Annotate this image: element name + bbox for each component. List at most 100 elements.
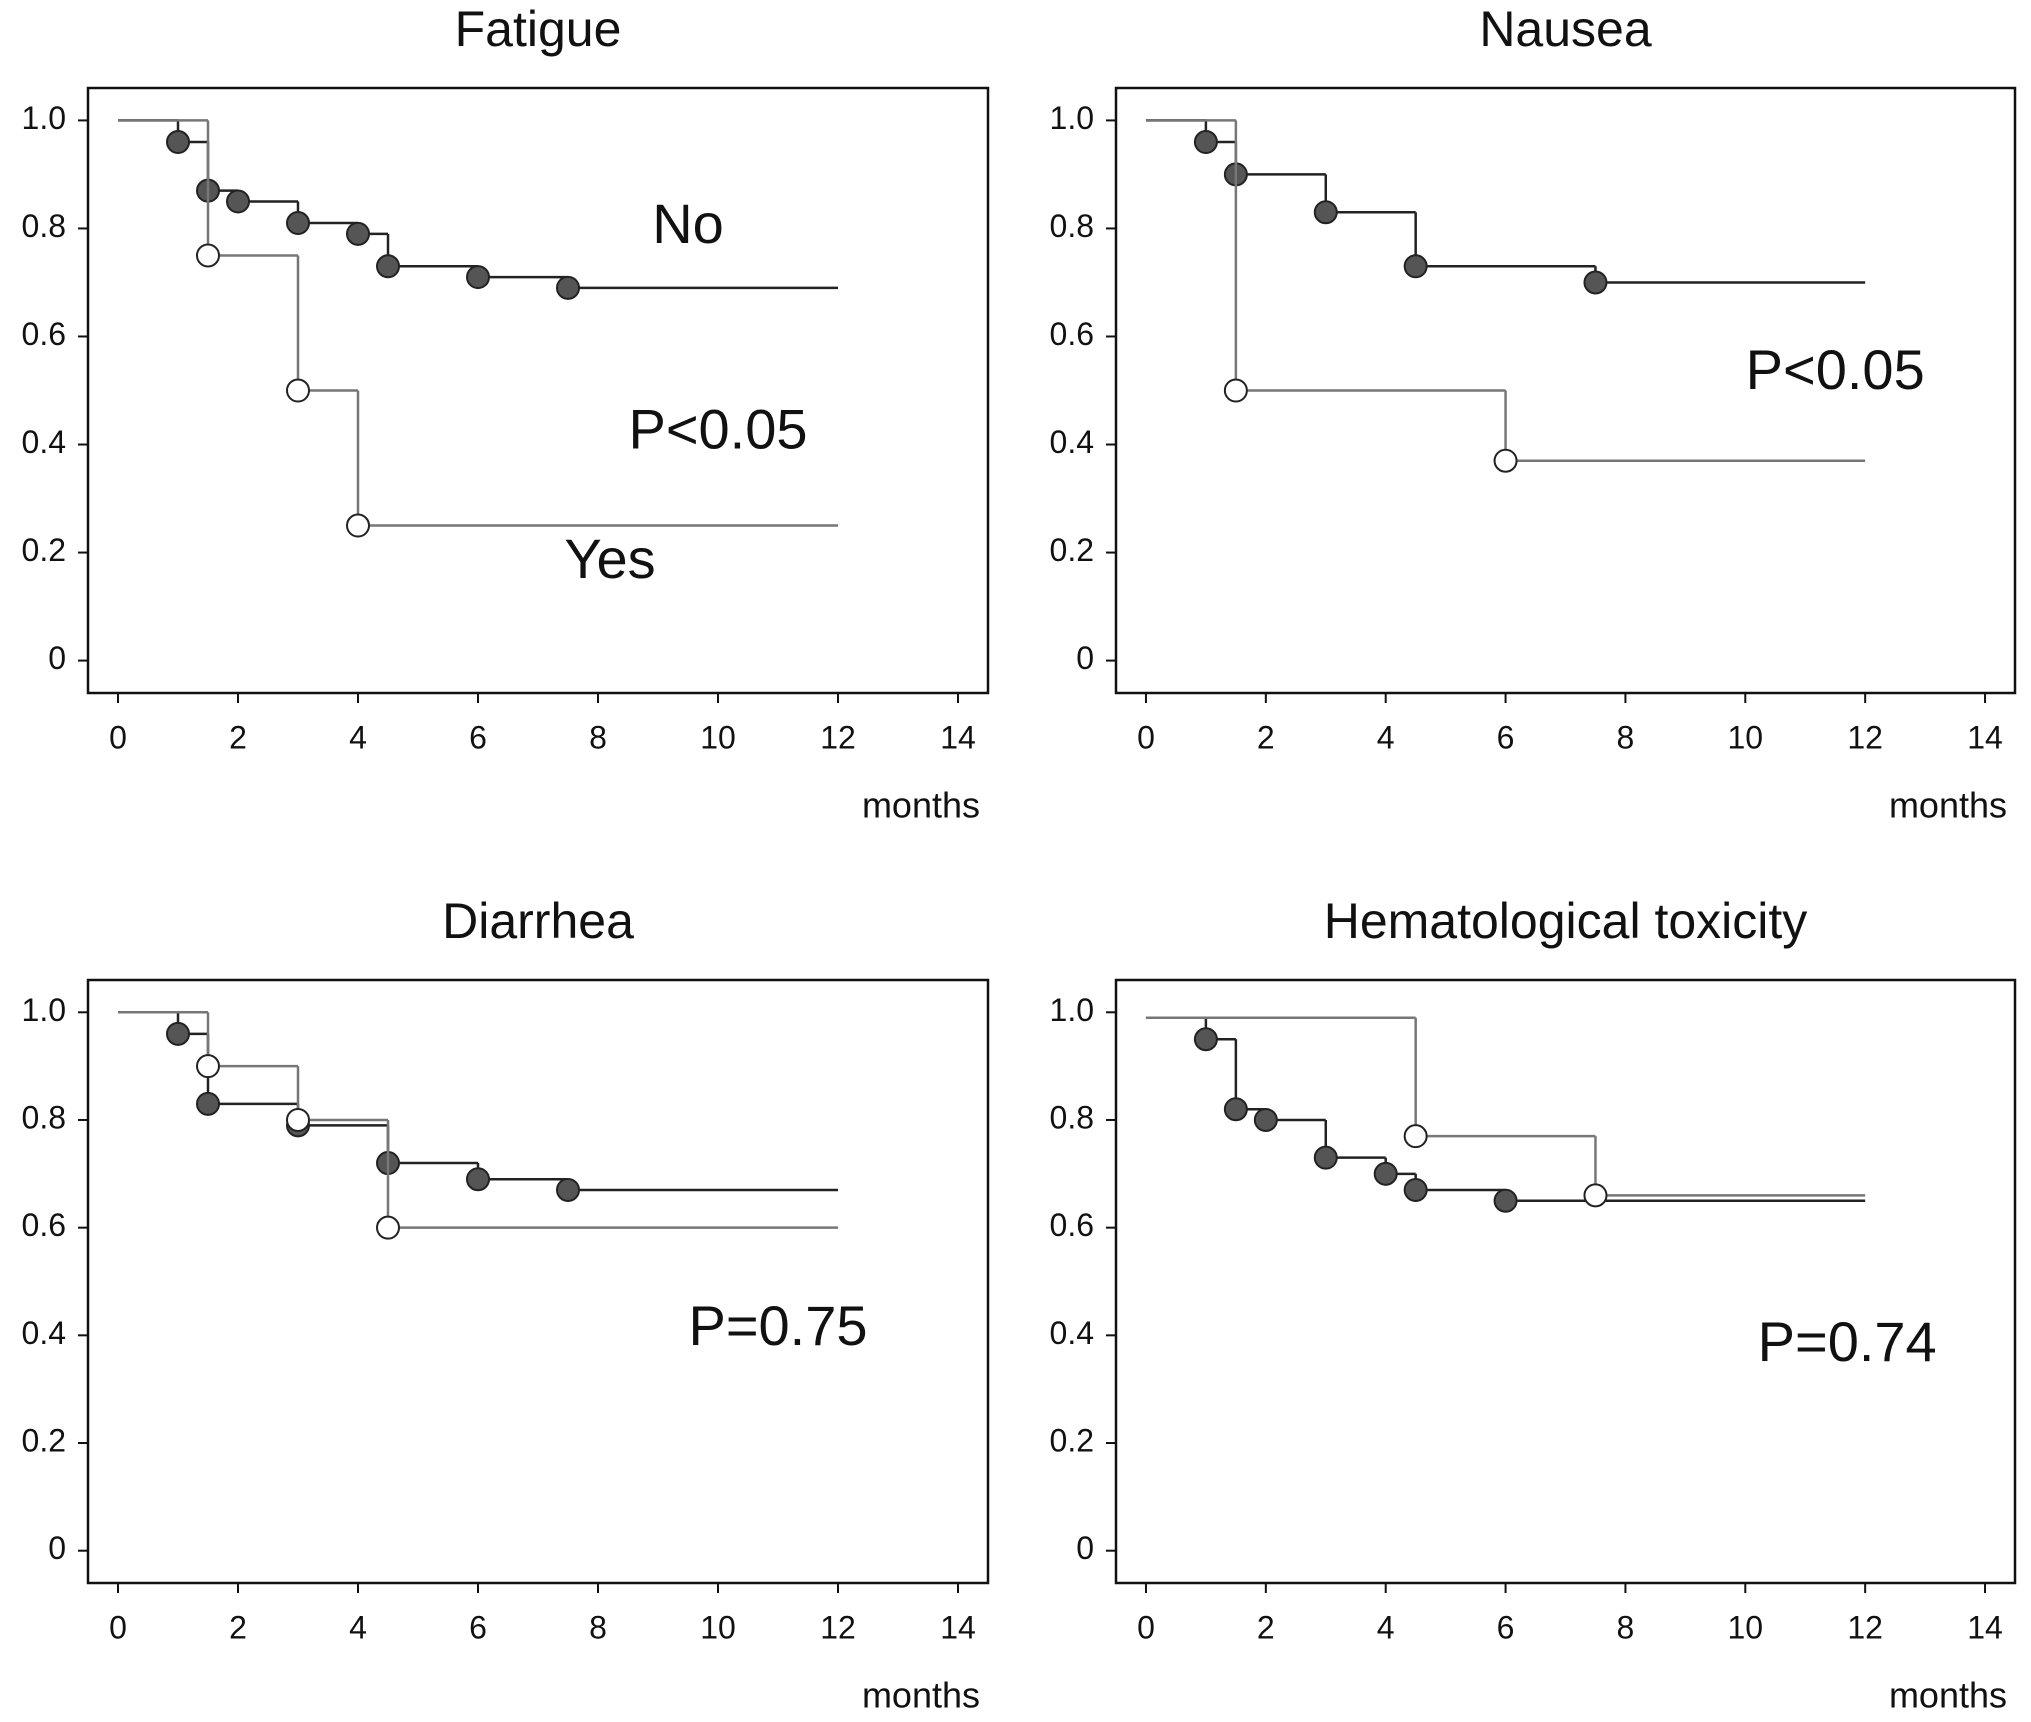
- y-tick-label: 1.0: [22, 100, 66, 136]
- event-marker: [1403, 1124, 1428, 1149]
- x-tick-label: 6: [469, 719, 487, 755]
- x-tick-label: 2: [1257, 719, 1275, 755]
- y-tick-label: 0.2: [22, 532, 66, 568]
- x-tick-label: 12: [820, 1609, 856, 1645]
- annotation: P<0.05: [1746, 338, 1925, 401]
- x-tick-label: 6: [469, 1609, 487, 1645]
- event-marker: [556, 1177, 580, 1202]
- plot-frame: [86, 86, 990, 695]
- x-tick-label: 12: [1847, 719, 1883, 755]
- x-tick-label: 12: [1847, 1609, 1883, 1645]
- event-marker: [196, 243, 220, 268]
- x-tick-label: 8: [589, 1609, 607, 1645]
- x-tick-label: 4: [349, 1609, 367, 1645]
- chart-title: Diarrhea: [442, 893, 634, 949]
- event-marker: [286, 1107, 310, 1132]
- y-tick-label: 0.8: [22, 1099, 66, 1135]
- x-tick-label: 2: [1257, 1609, 1275, 1645]
- chart-title: Hematological toxicity: [1324, 893, 1808, 949]
- x-tick-label: 6: [1497, 719, 1515, 755]
- event-marker: [1193, 1027, 1218, 1052]
- y-tick-label: 0.4: [1050, 1315, 1094, 1351]
- y-tick-label: 0.8: [22, 208, 66, 244]
- event-marker: [1253, 1107, 1278, 1132]
- y-tick-label: 1.0: [1050, 100, 1094, 136]
- event-marker: [1583, 1183, 1608, 1208]
- y-tick-label: 0.4: [22, 1315, 66, 1351]
- event-marker: [196, 1091, 220, 1116]
- y-tick-label: 0.6: [22, 316, 66, 352]
- y-tick-label: 0.6: [22, 1207, 66, 1243]
- x-tick-label: 8: [1617, 1609, 1635, 1645]
- x-tick-label: 8: [589, 719, 607, 755]
- x-tick-label: 10: [700, 719, 736, 755]
- y-tick-label: 0.6: [1050, 316, 1094, 352]
- x-tick-label: 0: [109, 719, 127, 755]
- x-tick-label: 14: [1967, 719, 2003, 755]
- x-tick-label: 14: [940, 1609, 976, 1645]
- x-axis-label: months: [862, 1675, 980, 1716]
- y-tick-label: 0.8: [1050, 208, 1094, 244]
- event-marker: [556, 275, 580, 300]
- event-marker: [376, 1215, 400, 1240]
- plot-frame: [1114, 978, 2017, 1585]
- x-tick-label: 0: [109, 1609, 127, 1645]
- series-label: No: [652, 192, 724, 255]
- y-tick-label: 0: [1076, 1530, 1094, 1566]
- event-marker: [166, 1021, 190, 1046]
- x-tick-label: 14: [1967, 1609, 2003, 1645]
- event-marker: [1493, 448, 1518, 473]
- plot-frame: [86, 978, 990, 1585]
- x-axis-label: months: [862, 785, 980, 826]
- event-marker: [1223, 378, 1248, 403]
- event-marker: [346, 513, 370, 538]
- annotation: P<0.05: [628, 398, 807, 461]
- x-tick-label: 4: [1377, 1609, 1395, 1645]
- y-tick-label: 1.0: [1050, 992, 1094, 1028]
- series-label: Yes: [564, 527, 655, 590]
- event-marker: [466, 1167, 490, 1192]
- y-tick-label: 0.6: [1050, 1207, 1094, 1243]
- y-tick-label: 0.8: [1050, 1099, 1094, 1135]
- x-tick-label: 2: [229, 719, 247, 755]
- x-tick-label: 0: [1137, 1609, 1155, 1645]
- annotation: P=0.75: [688, 1294, 867, 1357]
- y-tick-label: 0.4: [22, 424, 66, 460]
- y-tick-label: 0: [1076, 640, 1094, 676]
- event-marker: [1583, 270, 1608, 295]
- event-marker: [1403, 1177, 1428, 1202]
- x-axis-label: months: [1889, 785, 2007, 826]
- x-tick-label: 6: [1497, 1609, 1515, 1645]
- event-marker: [466, 265, 490, 290]
- x-tick-label: 12: [820, 719, 856, 755]
- y-tick-label: 0: [48, 1530, 66, 1566]
- y-tick-label: 0.2: [22, 1422, 66, 1458]
- event-marker: [1223, 1097, 1248, 1122]
- y-tick-label: 0.2: [1050, 532, 1094, 568]
- event-marker: [1403, 254, 1428, 279]
- x-tick-label: 8: [1617, 719, 1635, 755]
- x-tick-label: 0: [1137, 719, 1155, 755]
- event-marker: [1493, 1188, 1518, 1213]
- event-marker: [286, 378, 310, 403]
- event-marker: [346, 221, 370, 246]
- event-marker: [1373, 1161, 1398, 1186]
- plot-frame: [1114, 86, 2017, 695]
- x-tick-label: 4: [1377, 719, 1395, 755]
- event-marker: [1313, 1145, 1338, 1170]
- x-tick-label: 10: [1728, 719, 1764, 755]
- event-marker: [1193, 130, 1218, 155]
- x-tick-label: 10: [1728, 1609, 1764, 1645]
- annotation: P=0.74: [1758, 1310, 1937, 1373]
- y-tick-label: 0.4: [1050, 424, 1094, 460]
- x-tick-label: 2: [229, 1609, 247, 1645]
- x-axis-label: months: [1889, 1675, 2007, 1716]
- x-tick-label: 10: [700, 1609, 736, 1645]
- event-marker: [286, 211, 310, 236]
- event-marker: [1313, 200, 1338, 225]
- event-marker: [166, 130, 190, 155]
- event-marker: [196, 1054, 220, 1079]
- chart-title: Fatigue: [455, 1, 622, 57]
- x-tick-label: 4: [349, 719, 367, 755]
